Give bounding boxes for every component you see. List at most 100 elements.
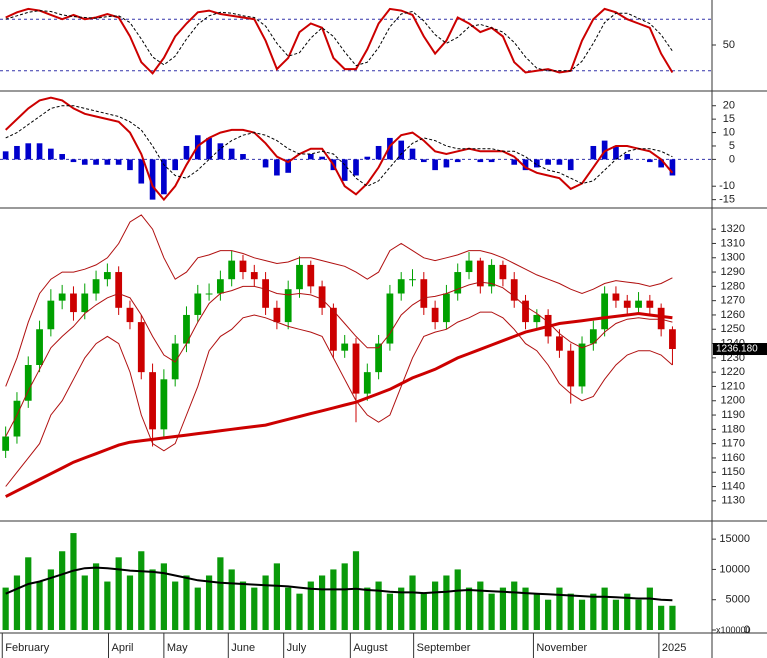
y-tick-label: 0 (729, 153, 735, 165)
bar (590, 145, 597, 160)
series-line (5, 105, 673, 187)
candle-body (115, 272, 123, 308)
bar (477, 159, 484, 163)
y-tick-label: 5000 (726, 594, 750, 606)
bar (545, 159, 551, 165)
price-tag-label: 1236.180 (716, 344, 758, 355)
bar (273, 563, 280, 630)
candle-body (47, 300, 55, 330)
y-tick-label: 1170 (721, 438, 745, 450)
candle-body (431, 307, 439, 323)
series-line (5, 311, 673, 498)
x-tick-label: May (167, 642, 188, 654)
series-line (5, 311, 673, 487)
candle-body (589, 329, 597, 344)
candle-body (612, 293, 620, 301)
candle-body (81, 293, 89, 313)
bar (36, 581, 43, 630)
y-tick-label: 1200 (721, 395, 745, 407)
candle-body (137, 322, 145, 373)
candle-body (635, 300, 642, 308)
candle-body (13, 400, 21, 437)
x-tick-label: June (231, 642, 255, 654)
bar (511, 159, 518, 165)
candle-body (510, 279, 518, 301)
candle-body (92, 279, 100, 294)
bar (375, 145, 382, 160)
bar (432, 159, 438, 171)
bar (48, 148, 54, 160)
bar (161, 159, 167, 195)
candle-body (443, 293, 450, 323)
y-tick-label: 1250 (721, 323, 745, 335)
bar (432, 581, 439, 630)
x-tick-label: April (111, 642, 133, 654)
candle-body (623, 300, 631, 308)
bar (285, 587, 292, 630)
candle-body (149, 372, 156, 430)
bar (511, 581, 518, 630)
series-line (5, 10, 673, 72)
y-tick-label: 15000 (719, 533, 750, 545)
bar (352, 551, 360, 630)
x-tick-label: February (5, 642, 50, 654)
x-tick-label: September (417, 642, 471, 654)
bar (81, 159, 88, 165)
bar (443, 159, 450, 168)
bar (601, 140, 608, 160)
candle-body (375, 343, 382, 373)
y-tick-label: 1290 (721, 266, 745, 278)
bar (25, 143, 32, 160)
candle-body (24, 365, 32, 401)
candle-body (499, 264, 507, 280)
bar (488, 593, 495, 630)
bar (126, 575, 134, 630)
bar (240, 154, 246, 160)
bar (183, 575, 190, 630)
bar (104, 159, 111, 165)
bar (25, 557, 32, 630)
y-tick-label: -15 (719, 194, 735, 206)
candle-body (567, 350, 575, 387)
bar (307, 581, 314, 630)
candle-body (126, 307, 134, 323)
bar (70, 533, 77, 630)
candle-body (352, 343, 360, 394)
candle-body (273, 307, 281, 323)
bar (624, 154, 631, 160)
candle-body (160, 379, 168, 430)
y-tick-label: 10 (723, 126, 735, 138)
candle-body (488, 264, 496, 287)
y-tick-label: 1180 (721, 423, 745, 435)
bar (92, 563, 100, 630)
y-tick-label: 1310 (721, 237, 745, 249)
bar (2, 587, 9, 630)
candle-body (250, 272, 258, 280)
bar (14, 145, 20, 160)
bar (443, 575, 450, 630)
candle-body (578, 343, 586, 387)
bar (228, 569, 235, 630)
unit-label: x100000 (716, 625, 751, 635)
bar (36, 143, 43, 160)
candle-body (239, 260, 247, 273)
y-tick-label: 0 (744, 624, 750, 636)
y-tick-label: 1320 (721, 223, 745, 235)
bar (172, 581, 179, 630)
bar (454, 569, 461, 630)
bar (194, 587, 201, 630)
bar (127, 159, 133, 171)
candle-body (330, 307, 337, 351)
bar (612, 599, 620, 630)
bar (669, 605, 676, 630)
bar (138, 551, 145, 630)
bar (545, 599, 552, 630)
series-line (5, 214, 673, 387)
bar (522, 159, 529, 171)
bar (262, 159, 269, 168)
candle-body (70, 293, 77, 313)
bar (149, 569, 156, 630)
bar (420, 159, 427, 163)
bar (635, 599, 642, 630)
